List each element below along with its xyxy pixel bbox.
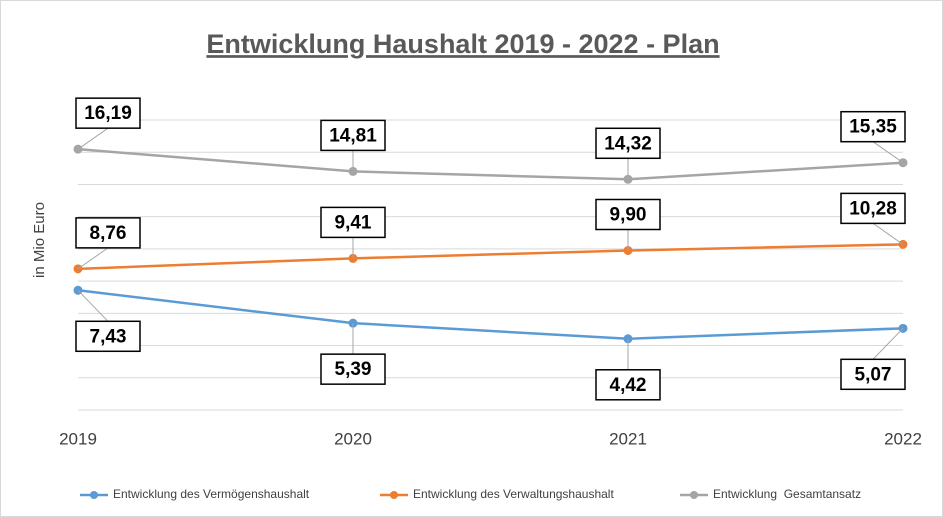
legend-label: Entwicklung des Vermögenshaushalt [113, 487, 310, 501]
data-label: 15,35 [849, 117, 897, 138]
leader-line [872, 141, 904, 164]
data-label: 14,32 [604, 133, 652, 154]
leader-line [77, 127, 109, 150]
data-label: 10,28 [849, 198, 897, 219]
leader-line [872, 222, 904, 245]
data-label: 5,07 [855, 364, 892, 385]
data-label: 9,41 [335, 212, 372, 233]
data-label: 5,39 [335, 359, 372, 380]
data-label: 14,81 [329, 125, 377, 146]
label-box [840, 110, 906, 143]
legend-label: Entwicklung des Verwaltungshaushalt [413, 487, 614, 501]
leader-line [872, 327, 904, 360]
series-line [77, 147, 904, 181]
label-box [595, 369, 661, 401]
y-axis-label: in Mio Euro [31, 202, 48, 278]
legend-label: Entwicklung Gesamtansatz [713, 487, 861, 501]
leader-line [77, 247, 109, 270]
legend-item: Entwicklung Gesamtansatz [680, 487, 861, 501]
legend-marker [90, 491, 98, 499]
label-box [595, 198, 661, 231]
label-box [840, 192, 906, 225]
data-label: 9,90 [610, 205, 647, 226]
legend-marker [390, 491, 398, 499]
label-box [320, 206, 386, 239]
data-label: 8,76 [90, 223, 127, 244]
x-tick-label: 2022 [884, 429, 922, 448]
chart-title: Entwicklung Haushalt 2019 - 2022 - Plan [206, 29, 719, 59]
legend-item: Entwicklung des Verwaltungshaushalt [380, 487, 614, 501]
label-box [840, 358, 906, 391]
label-box [595, 127, 661, 160]
label-box [320, 353, 386, 385]
label-box [75, 97, 141, 129]
x-tick-label: 2020 [334, 429, 372, 448]
series-line [77, 289, 904, 341]
leader-line [77, 289, 109, 322]
legend-item: Entwicklung des Vermögenshaushalt [80, 487, 310, 501]
label-box [75, 320, 141, 353]
data-label: 16,19 [84, 103, 132, 124]
label-box [320, 119, 386, 152]
label-box [75, 217, 141, 249]
series-line [77, 243, 904, 271]
data-label: 4,42 [610, 375, 647, 396]
x-tick-label: 2021 [609, 429, 647, 448]
data-label: 7,43 [90, 326, 127, 347]
legend-marker [690, 491, 698, 499]
x-tick-label: 2019 [59, 429, 97, 448]
